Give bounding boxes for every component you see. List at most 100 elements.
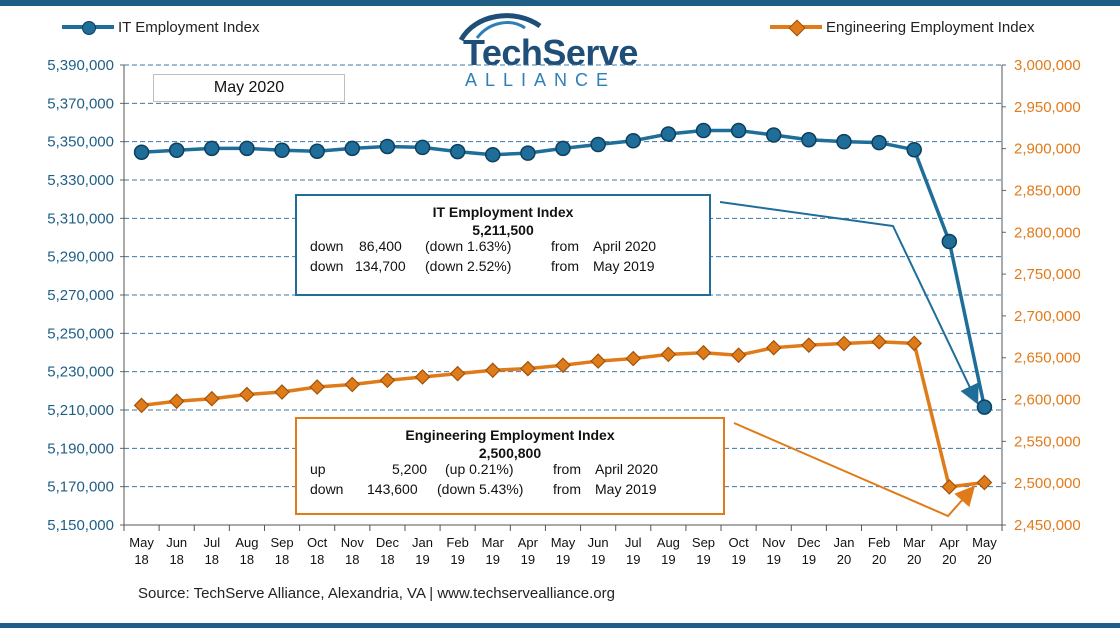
it-data-point bbox=[730, 122, 747, 139]
it-callout-title: IT Employment Index bbox=[432, 204, 574, 220]
eng-row1-amount: 5,200 bbox=[392, 461, 428, 477]
it-row2-pct: (down 2.52%) bbox=[425, 258, 512, 274]
it-row1-period: April 2020 bbox=[593, 238, 657, 254]
eng-data-point bbox=[414, 369, 431, 385]
it-row1-amount: 86,400 bbox=[359, 238, 402, 254]
it-data-point bbox=[485, 146, 501, 163]
it-row1-from: from bbox=[551, 238, 579, 254]
x-tick-label-year: 19 bbox=[415, 552, 429, 567]
it-row2-dir: down bbox=[310, 258, 344, 274]
y-left-tick-label: 5,190,000 bbox=[47, 440, 114, 457]
x-tick-label-year: 18 bbox=[380, 552, 394, 567]
x-tick-label-year: 18 bbox=[345, 552, 359, 567]
x-tick-label-month: Jan bbox=[412, 535, 433, 550]
it-data-point bbox=[695, 122, 712, 139]
it-data-point bbox=[344, 140, 361, 157]
eng-data-point bbox=[906, 335, 923, 352]
x-tick-label-year: 19 bbox=[661, 552, 675, 567]
x-tick-label-month: Jul bbox=[203, 535, 220, 550]
x-tick-label-year: 19 bbox=[521, 552, 535, 567]
x-tick-label-month: Sep bbox=[692, 535, 715, 550]
x-tick-label-year: 19 bbox=[556, 552, 570, 567]
it-data-point bbox=[836, 133, 852, 150]
x-tick-label-year: 19 bbox=[591, 552, 605, 567]
eng-callout-arrow bbox=[733, 422, 976, 518]
x-tick-label-month: Jan bbox=[833, 535, 854, 550]
eng-data-point bbox=[625, 350, 642, 367]
y-left-tick-label: 5,150,000 bbox=[47, 517, 114, 534]
x-tick-label-month: May bbox=[551, 535, 576, 550]
eng-data-point bbox=[871, 333, 887, 350]
date-label: May 2020 bbox=[153, 74, 345, 102]
y-right-tick-label: 2,500,000 bbox=[1014, 475, 1081, 492]
it-data-point bbox=[379, 138, 396, 155]
eng-row1-pct: (up 0.21%) bbox=[445, 461, 514, 477]
y-left-tick-label: 5,390,000 bbox=[47, 57, 114, 74]
x-tick-label-year: 19 bbox=[626, 552, 640, 567]
x-tick-label-month: Oct bbox=[307, 535, 328, 550]
techserve-logo: TechServe ALLIANCE bbox=[455, 8, 695, 90]
y-right-tick-label: 2,650,000 bbox=[1014, 350, 1081, 367]
it-data-point bbox=[625, 132, 641, 149]
x-tick-label-month: Dec bbox=[797, 535, 821, 550]
y-right-tick-label: 2,950,000 bbox=[1014, 99, 1081, 116]
it-callout: IT Employment Index 5,211,500 down 86,40… bbox=[295, 194, 711, 296]
y-left-tick-label: 5,350,000 bbox=[47, 134, 114, 151]
bottom-accent-bar bbox=[0, 623, 1120, 628]
it-row2-amount: 134,700 bbox=[355, 258, 406, 274]
x-tick-label-year: 19 bbox=[696, 552, 710, 567]
it-data-point bbox=[168, 142, 185, 159]
it-callout-row: down 134,700 (down 2.52%) from May 2019 bbox=[297, 258, 709, 278]
y-left-tick-label: 5,310,000 bbox=[47, 210, 114, 227]
legend-it-swatch bbox=[62, 18, 114, 36]
eng-data-point bbox=[941, 479, 958, 495]
eng-row2-pct: (down 5.43%) bbox=[437, 481, 524, 497]
eng-row2-from: from bbox=[553, 481, 581, 497]
eng-data-point bbox=[590, 353, 606, 369]
eng-data-point bbox=[449, 365, 466, 382]
y-left-tick-label: 5,370,000 bbox=[47, 95, 114, 112]
x-tick-label-month: Sep bbox=[270, 535, 293, 550]
legend-eng-swatch bbox=[770, 18, 822, 37]
x-tick-label-month: Nov bbox=[341, 535, 365, 550]
eng-data-point bbox=[555, 357, 571, 374]
eng-data-point bbox=[765, 339, 782, 356]
x-tick-label-month: Feb bbox=[446, 535, 468, 550]
legend-eng: Engineering Employment Index bbox=[770, 18, 1034, 37]
x-tick-label-month: Jun bbox=[588, 535, 609, 550]
eng-callout: Engineering Employment Index 2,500,800 u… bbox=[295, 417, 725, 515]
eng-callout-row: up 5,200 (up 0.21%) from April 2020 bbox=[297, 461, 723, 481]
eng-row1-dir: up bbox=[310, 461, 326, 477]
it-callout-arrow bbox=[719, 201, 979, 405]
eng-data-point bbox=[836, 335, 852, 352]
eng-data-point bbox=[520, 360, 536, 377]
logo-name: TechServe bbox=[463, 32, 638, 73]
eng-row1-period: April 2020 bbox=[595, 461, 659, 477]
eng-data-point bbox=[239, 386, 255, 403]
x-tick-label-month: Dec bbox=[376, 535, 400, 550]
y-left-tick-label: 5,170,000 bbox=[47, 479, 114, 496]
it-data-point bbox=[449, 143, 466, 160]
y-left-tick-label: 5,230,000 bbox=[47, 364, 114, 381]
y-right-tick-label: 2,700,000 bbox=[1014, 308, 1081, 325]
it-data-point bbox=[274, 142, 290, 159]
it-data-point bbox=[801, 132, 817, 148]
it-row1-pct: (down 1.63%) bbox=[425, 238, 512, 254]
y-right-tick-label: 2,450,000 bbox=[1014, 517, 1081, 534]
it-data-point bbox=[976, 399, 993, 415]
it-callout-row: down 86,400 (down 1.63%) from April 2020 bbox=[297, 238, 709, 258]
it-data-point bbox=[309, 143, 325, 159]
eng-callout-value: 2,500,800 bbox=[478, 445, 542, 461]
y-left-tick-label: 5,270,000 bbox=[47, 287, 114, 304]
x-tick-label-month: Jun bbox=[166, 535, 187, 550]
y-right-tick-label: 2,800,000 bbox=[1014, 224, 1081, 241]
it-data-point bbox=[414, 139, 431, 156]
x-tick-label-year: 19 bbox=[731, 552, 745, 567]
eng-data-point bbox=[660, 346, 677, 363]
x-tick-label-year: 18 bbox=[169, 552, 183, 567]
x-tick-label-year: 18 bbox=[205, 552, 219, 567]
eng-data-point bbox=[484, 362, 501, 379]
it-data-point bbox=[906, 141, 922, 158]
x-tick-label-month: Aug bbox=[235, 535, 258, 550]
it-data-point bbox=[660, 126, 677, 142]
